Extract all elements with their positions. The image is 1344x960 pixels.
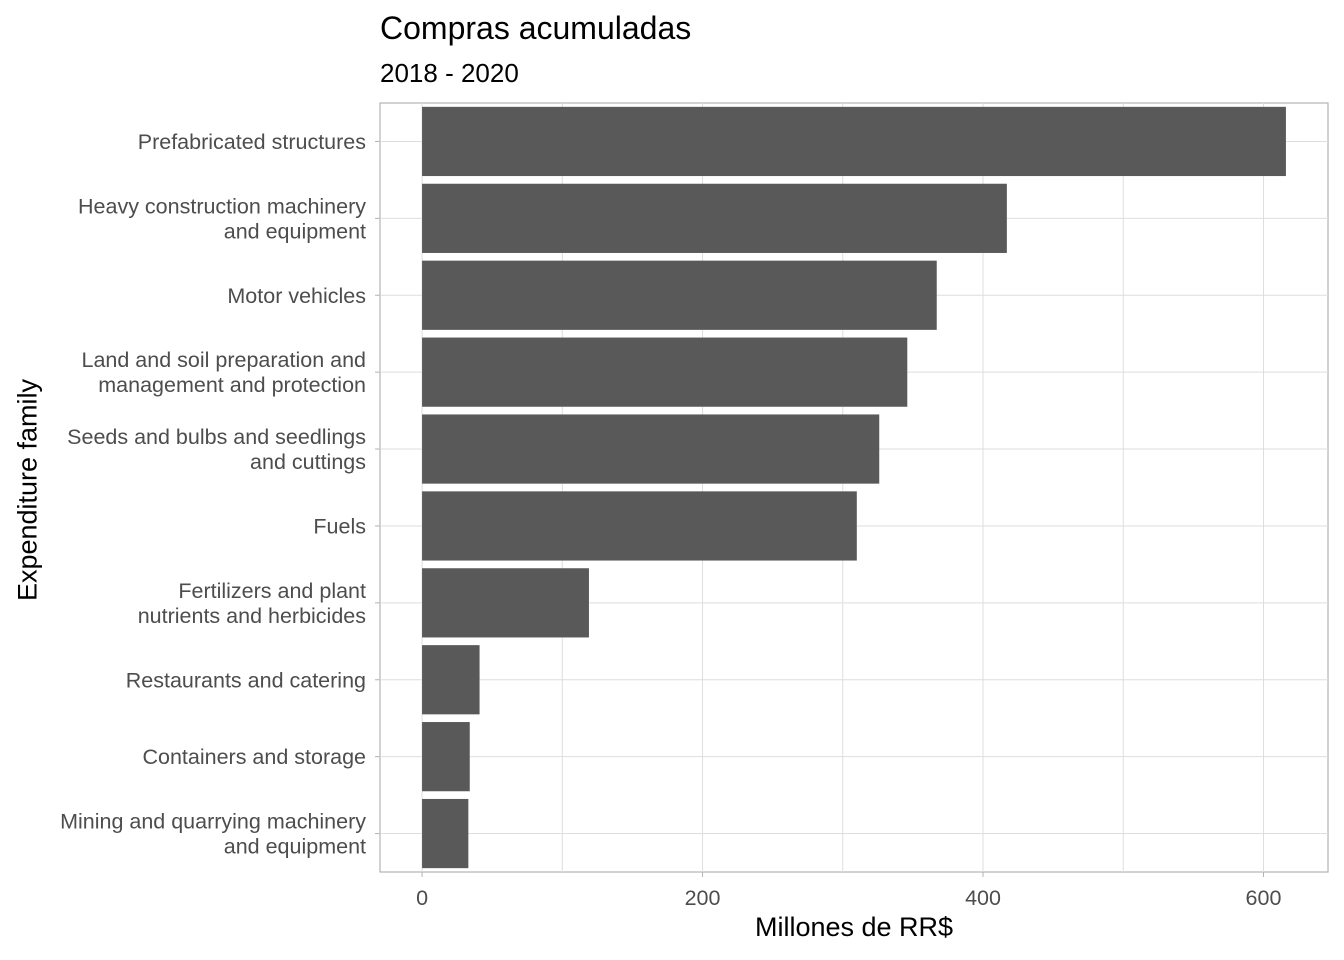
bar: [422, 106, 1286, 177]
bar: [422, 183, 1007, 253]
bar: [422, 798, 469, 869]
category-label: Motor vehicles: [227, 284, 366, 308]
category-label: Heavy construction machinery and equipmen…: [78, 194, 366, 243]
chart-subtitle: 2018 - 2020: [380, 58, 519, 88]
y-axis-label: Expenditure family: [12, 378, 43, 602]
category-label: Land and soil preparation and management …: [82, 348, 367, 397]
category-label: Restaurants and catering: [126, 668, 366, 692]
bars: [422, 106, 1286, 869]
bar: [422, 337, 908, 407]
category-label: Prefabricated structures: [138, 130, 366, 154]
category-label: Mining and quarrying machinery and equipm…: [60, 810, 366, 859]
bar: [422, 260, 937, 330]
x-tick-label: 200: [685, 886, 721, 910]
x-axis-label: Millones de RR$: [754, 912, 954, 942]
x-tick-label: 400: [965, 886, 1001, 910]
bar: [422, 645, 480, 715]
category-label: Fertilizers and plant nutrients and herbi…: [138, 579, 366, 628]
y-tick-labels: Prefabricated structures Heavy constructi…: [60, 130, 380, 859]
category-label: Containers and storage: [142, 745, 366, 769]
bar: [422, 491, 857, 561]
chart-title: Compras acumuladas: [380, 10, 692, 46]
category-label: Seeds and bulbs and seedlings and cutting…: [67, 425, 366, 474]
bar: [422, 414, 880, 484]
bar: [422, 722, 470, 792]
category-label: Fuels: [313, 514, 366, 538]
bar: [422, 568, 589, 638]
x-tick-label: 600: [1246, 886, 1282, 910]
x-tick-label: 0: [416, 886, 428, 910]
x-tick-labels: 0 200 400 600: [416, 872, 1281, 910]
